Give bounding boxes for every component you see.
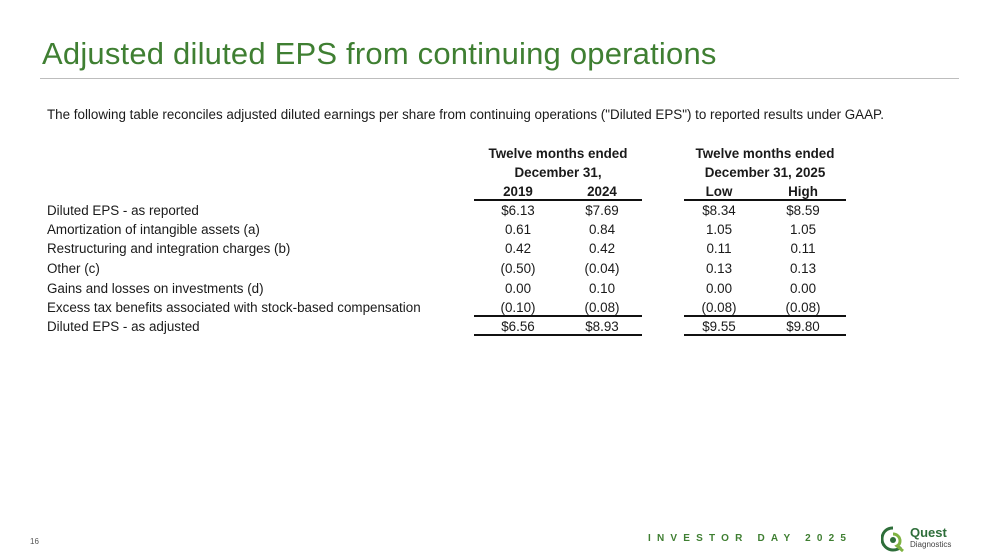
group1-header-line2: December 31, xyxy=(514,165,602,180)
total-underline-left xyxy=(474,334,642,336)
table-cell: $9.55 xyxy=(702,319,736,334)
table-cell: 0.42 xyxy=(504,241,532,256)
subtotal-line-left xyxy=(474,315,642,317)
group2-header-line2: December 31, 2025 xyxy=(704,165,826,180)
table-cell: 0.00 xyxy=(789,281,817,296)
table-cell: $6.13 xyxy=(501,203,535,218)
header-underline-left xyxy=(474,199,642,201)
table-cell: (0.08) xyxy=(584,300,620,315)
table-cell: $8.34 xyxy=(702,203,736,218)
table-cell: (0.08) xyxy=(785,300,821,315)
table-cell: (0.04) xyxy=(584,261,620,276)
table-cell: 0.13 xyxy=(705,261,733,276)
row-label: Other (c) xyxy=(47,261,100,276)
row-label: Restructuring and integration charges (b… xyxy=(47,241,291,256)
table-cell: 0.42 xyxy=(588,241,616,256)
table-cell: 0.84 xyxy=(588,222,616,237)
table-cell: 0.00 xyxy=(705,281,733,296)
table-cell: (0.08) xyxy=(701,300,737,315)
total-underline-right xyxy=(684,334,846,336)
logo-wordmark: Quest xyxy=(910,525,947,540)
row-label: Excess tax benefits associated with stoc… xyxy=(47,300,421,315)
page-number: 16 xyxy=(30,537,39,546)
column-header-high: High xyxy=(788,184,818,199)
table-cell: 0.10 xyxy=(588,281,616,296)
table-cell: 0.11 xyxy=(790,241,816,256)
column-header-low: Low xyxy=(705,184,733,199)
table-cell: 0.11 xyxy=(706,241,732,256)
table-cell: 1.05 xyxy=(789,222,817,237)
table-cell: 0.00 xyxy=(504,281,532,296)
group1-header-line1: Twelve months ended xyxy=(488,146,628,161)
subtotal-line-right xyxy=(684,315,846,317)
event-footer: INVESTOR DAY 2025 xyxy=(648,533,853,544)
table-cell: $9.80 xyxy=(786,319,820,334)
table-cell: 0.61 xyxy=(504,222,532,237)
table-cell: (0.50) xyxy=(500,261,536,276)
table-cell: $6.56 xyxy=(501,319,535,334)
row-label: Amortization of intangible assets (a) xyxy=(47,222,260,237)
page-title: Adjusted diluted EPS from continuing ope… xyxy=(42,36,717,71)
quest-logo-icon xyxy=(881,526,904,552)
table-description: The following table reconciles adjusted … xyxy=(47,107,884,122)
logo-subtext: Diagnostics xyxy=(910,540,952,549)
column-header-2024: 2024 xyxy=(587,184,617,199)
table-cell: $8.93 xyxy=(585,319,619,334)
row-label: Diluted EPS - as adjusted xyxy=(47,319,200,334)
row-label: Diluted EPS - as reported xyxy=(47,203,199,218)
table-cell: (0.10) xyxy=(500,300,536,315)
header-underline-right xyxy=(684,199,846,201)
table-cell: $8.59 xyxy=(786,203,820,218)
table-cell: $7.69 xyxy=(585,203,619,218)
row-label: Gains and losses on investments (d) xyxy=(47,281,264,296)
group2-header-line1: Twelve months ended xyxy=(695,146,835,161)
title-divider xyxy=(40,78,959,79)
column-header-2019: 2019 xyxy=(503,184,533,199)
table-cell: 1.05 xyxy=(705,222,733,237)
table-cell: 0.13 xyxy=(789,261,817,276)
company-logo: Quest Diagnostics xyxy=(881,526,961,552)
